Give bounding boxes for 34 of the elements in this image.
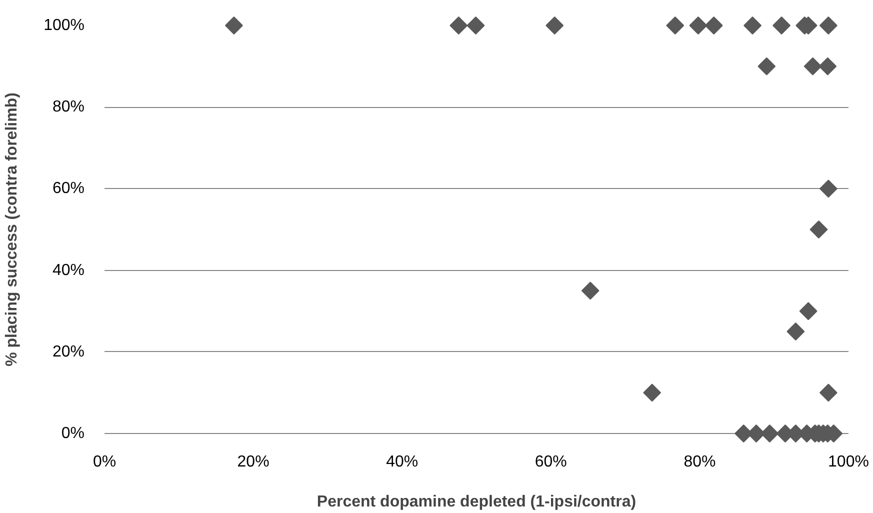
x-tick-label: 0% xyxy=(92,454,116,470)
y-tick-label: 100% xyxy=(44,17,84,34)
y-tick-label: 60% xyxy=(52,180,85,198)
point xyxy=(758,57,776,76)
x-tick-label: 40% xyxy=(386,454,418,470)
x-tick-label: 100% xyxy=(828,454,869,470)
point xyxy=(704,16,723,34)
y-tick-label: 0% xyxy=(61,425,84,442)
point xyxy=(819,16,838,34)
point xyxy=(799,302,818,320)
x-axis-title: Percent dopamine depleted (1-ipsi/contra) xyxy=(316,494,636,510)
point xyxy=(450,16,468,34)
point xyxy=(818,57,837,76)
x-tick-label: 80% xyxy=(684,454,716,470)
point xyxy=(689,16,708,34)
point xyxy=(546,16,564,34)
point xyxy=(772,16,791,34)
y-tick-label: 20% xyxy=(52,343,85,360)
point xyxy=(819,180,838,198)
point xyxy=(466,16,485,34)
point xyxy=(810,220,828,238)
point xyxy=(804,57,822,76)
x-tick-label: 20% xyxy=(237,454,270,470)
point xyxy=(224,16,243,34)
y-axis-title: % placing success (contra forelimb) xyxy=(4,92,21,366)
y-tick-label: 80% xyxy=(52,98,85,116)
x-tick-label: 60% xyxy=(534,454,567,470)
point xyxy=(581,282,600,300)
point xyxy=(744,16,762,34)
point xyxy=(643,384,662,402)
y-tick-label: 40% xyxy=(52,262,85,279)
point xyxy=(786,322,805,340)
point xyxy=(819,384,838,402)
point xyxy=(666,16,684,34)
